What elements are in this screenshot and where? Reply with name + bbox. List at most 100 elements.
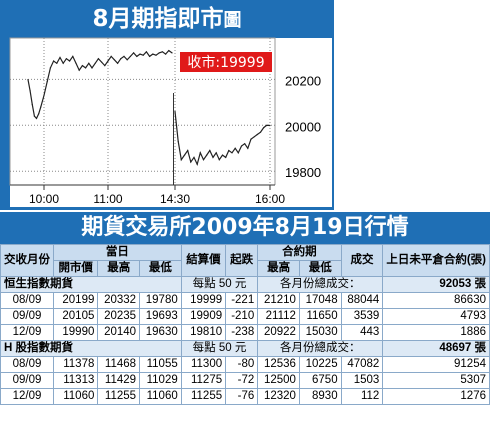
data-point bbox=[56, 62, 58, 64]
data-point bbox=[43, 94, 45, 96]
data-point bbox=[110, 55, 112, 58]
futures-table: 交收月份 當日 結算價 起跌 合約期 成交 上日未平倉合約(張) 開市價 最高 … bbox=[0, 244, 490, 405]
table-cell: 86630 bbox=[382, 292, 490, 309]
x-axis-area bbox=[10, 185, 332, 207]
data-point bbox=[59, 56, 61, 59]
table-cell: 17048 bbox=[298, 292, 342, 309]
table-cell: 12/09 bbox=[0, 324, 54, 341]
table-cell: 11255 bbox=[97, 388, 141, 405]
table-body: 恒生指數期貨 每點 50 元各月份總成交： 92053 張 08/09 20199 203… bbox=[0, 276, 490, 405]
table-cell: 11468 bbox=[97, 356, 141, 373]
data-point bbox=[94, 62, 96, 64]
data-point bbox=[228, 149, 230, 152]
group-row: 恒生指數期貨 每點 50 元各月份總成交： 92053 張 bbox=[0, 276, 490, 293]
data-point bbox=[231, 152, 233, 154]
data-point bbox=[113, 59, 115, 61]
col-volume: 成交 bbox=[340, 244, 384, 277]
table-cell: 3539 bbox=[340, 308, 384, 325]
close-badge-label: 收市:19999 bbox=[187, 54, 264, 71]
group-total-value: 48697 張 bbox=[382, 340, 490, 357]
data-point bbox=[29, 90, 31, 92]
data-point bbox=[120, 58, 122, 60]
table-cell: 19999 bbox=[180, 292, 227, 309]
data-point bbox=[215, 152, 217, 154]
data-point bbox=[161, 51, 163, 53]
table-cell: 11275 bbox=[180, 372, 227, 389]
table-cell: 11255 bbox=[180, 388, 227, 405]
data-point bbox=[253, 136, 255, 138]
chart-title: 8月期指即市圖 bbox=[92, 6, 242, 32]
col-low: 最低 bbox=[139, 260, 182, 277]
data-point bbox=[40, 106, 42, 108]
data-point bbox=[78, 69, 80, 71]
table-cell: 19810 bbox=[180, 324, 227, 341]
group-total-label: 各月份總成交： bbox=[257, 276, 384, 293]
data-point bbox=[145, 51, 147, 53]
table-cell: 08/09 bbox=[0, 356, 54, 373]
data-point bbox=[33, 115, 36, 117]
table-cell: 20922 bbox=[257, 324, 300, 341]
data-point bbox=[49, 67, 52, 69]
data-point bbox=[62, 62, 64, 64]
col-settle: 結算價 bbox=[180, 244, 227, 277]
data-point bbox=[104, 65, 106, 67]
data-point bbox=[69, 60, 71, 62]
data-point bbox=[126, 59, 128, 61]
y-axis-area bbox=[275, 38, 332, 185]
data-point bbox=[91, 67, 93, 69]
table-title: 期貨交易所2009年8月19日行情 bbox=[0, 212, 490, 244]
data-point bbox=[139, 53, 141, 55]
close-badge: 收市:19999 bbox=[180, 52, 272, 72]
table-cell: 15030 bbox=[298, 324, 342, 341]
table-row: 08/09 20199 20332 19780 19999 -221 21210 17048 8… bbox=[0, 292, 490, 309]
intraday-chart: 19800 20000 20200 10:00 11:00 14:30 16:00 收市:19… bbox=[9, 37, 332, 207]
table-row: 12/09 19990 20140 19630 19810 -238 20922 15030 4… bbox=[0, 324, 490, 341]
table-cell: 1276 bbox=[382, 388, 490, 405]
group-per-point: 每點 50 元 bbox=[180, 276, 259, 293]
data-point bbox=[212, 156, 214, 158]
table-cell: 11429 bbox=[97, 372, 141, 389]
table-cell: 09/09 bbox=[0, 372, 54, 389]
data-point bbox=[107, 60, 109, 62]
data-point bbox=[75, 62, 77, 64]
table-cell: 12536 bbox=[257, 356, 300, 373]
table-cell: 88044 bbox=[340, 292, 384, 309]
data-point bbox=[244, 143, 246, 145]
y-tick-label: 19800 bbox=[285, 165, 321, 180]
col-contract-period: 合約期 bbox=[257, 244, 342, 261]
data-point bbox=[168, 50, 170, 52]
table-row: 08/09 11378 11468 11055 11300 -80 12536 10225 47… bbox=[0, 356, 490, 373]
data-point bbox=[133, 52, 135, 54]
data-point bbox=[123, 55, 125, 58]
data-point bbox=[237, 152, 239, 154]
table-row: 09/09 20105 20235 19693 19909 -210 21112 11650 3… bbox=[0, 308, 490, 325]
table-cell: 19630 bbox=[139, 324, 182, 341]
data-point bbox=[165, 53, 167, 55]
col-open-interest: 上日未平倉合約(張) bbox=[382, 244, 490, 277]
table-cell: 21112 bbox=[257, 308, 300, 325]
data-point bbox=[85, 67, 87, 69]
x-tick-label: 11:00 bbox=[93, 192, 122, 206]
data-point bbox=[209, 149, 211, 152]
group-per-point: 每點 50 元 bbox=[180, 340, 259, 357]
group-total-value: 92053 張 bbox=[382, 276, 490, 293]
table-cell: 12320 bbox=[257, 388, 300, 405]
data-point bbox=[187, 149, 189, 152]
table-cell: -76 bbox=[225, 388, 259, 405]
table-cell: -210 bbox=[225, 308, 259, 325]
table-cell: 6750 bbox=[298, 372, 342, 389]
table-cell: 19780 bbox=[139, 292, 182, 309]
col-contract-month: 交收月份 bbox=[0, 244, 54, 277]
x-tick-label: 16:00 bbox=[255, 192, 285, 206]
data-point bbox=[206, 154, 208, 156]
data-point bbox=[240, 145, 243, 147]
data-point bbox=[97, 58, 99, 60]
y-tick-label: 20200 bbox=[285, 73, 321, 88]
table-cell: 1886 bbox=[382, 324, 490, 341]
data-point bbox=[129, 55, 131, 58]
group-name: H 股指數期貨 bbox=[0, 340, 182, 357]
data-point bbox=[221, 154, 224, 156]
table-cell: 47082 bbox=[340, 356, 384, 373]
table-cell: 5307 bbox=[382, 372, 490, 389]
table-cell: 11055 bbox=[139, 356, 182, 373]
